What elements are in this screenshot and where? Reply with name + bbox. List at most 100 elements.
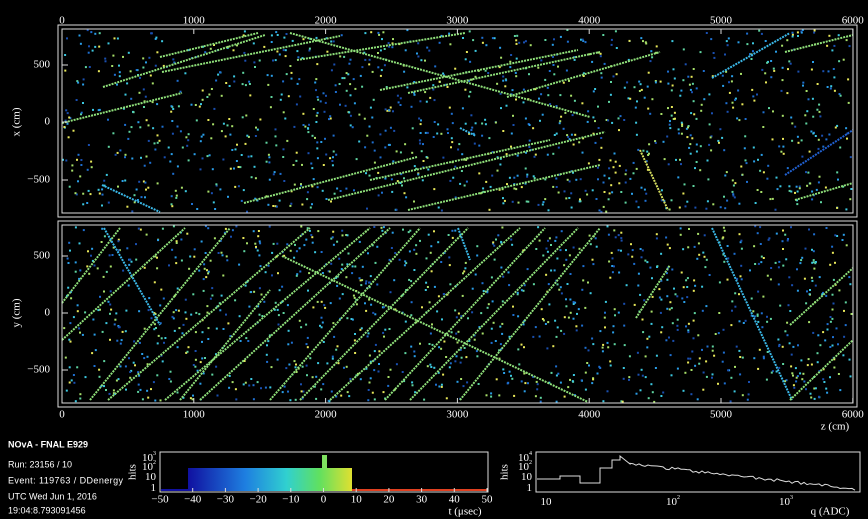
hit (798, 142, 800, 144)
hit (198, 313, 200, 315)
hit (352, 265, 354, 267)
hit (488, 137, 490, 139)
hit (324, 138, 326, 140)
hit (381, 69, 383, 71)
hit (85, 66, 87, 68)
hit (250, 378, 252, 380)
hit (474, 339, 476, 341)
hit (443, 293, 445, 295)
hit (259, 60, 261, 62)
hit (676, 325, 678, 327)
hit (388, 42, 390, 44)
hit (301, 164, 303, 166)
hit (192, 395, 194, 397)
hit (651, 98, 653, 100)
hit (288, 95, 290, 97)
hit (353, 295, 355, 297)
hit (259, 314, 261, 316)
hit (137, 371, 139, 373)
hit (713, 52, 715, 54)
hit (791, 122, 793, 124)
hit (642, 40, 644, 42)
hit (231, 125, 233, 127)
hit (802, 373, 804, 375)
hit (662, 392, 664, 394)
hit (261, 294, 263, 296)
hit (615, 236, 617, 238)
hit (532, 127, 534, 129)
hit (652, 391, 654, 393)
hit (813, 32, 815, 34)
hit (421, 150, 423, 152)
hit (586, 194, 588, 196)
hit (631, 193, 633, 195)
hit (157, 142, 159, 144)
hit (787, 68, 789, 70)
hit (704, 256, 706, 258)
hit (375, 262, 377, 264)
hit (757, 315, 759, 317)
hit (669, 209, 671, 211)
hit (821, 135, 823, 137)
hit (321, 317, 323, 319)
hit (485, 181, 487, 183)
hit (563, 264, 565, 266)
hit (532, 336, 534, 338)
hit (289, 399, 291, 401)
hit (125, 94, 127, 96)
hit (707, 178, 709, 180)
hit (640, 37, 642, 39)
hit (822, 70, 824, 72)
hit (464, 267, 466, 269)
hit (209, 154, 211, 156)
hit (812, 116, 814, 118)
tick-label: 1 (151, 482, 157, 494)
hit (646, 346, 648, 348)
hit (497, 234, 499, 236)
hit (353, 78, 355, 80)
hit (661, 326, 663, 328)
hit (280, 173, 282, 175)
hit (240, 340, 242, 342)
hit (267, 74, 269, 76)
hit (616, 73, 618, 75)
hit (228, 118, 230, 120)
hit (358, 114, 360, 116)
hit (405, 49, 407, 51)
hit (82, 193, 84, 195)
hit (283, 312, 285, 314)
hit (286, 243, 288, 245)
hit (597, 178, 599, 180)
hit (218, 252, 220, 254)
hit (834, 90, 836, 92)
hit (391, 191, 393, 193)
hit (145, 96, 147, 98)
hit (648, 72, 650, 74)
hit (416, 53, 418, 55)
hit (375, 344, 377, 346)
hit (548, 303, 550, 305)
hit (740, 265, 742, 267)
hit (726, 200, 728, 202)
hit (570, 273, 572, 275)
hit (171, 195, 173, 197)
hit (332, 358, 334, 360)
hit (603, 182, 605, 184)
hit (523, 41, 525, 43)
hit (681, 133, 683, 135)
hit (604, 175, 606, 177)
hit (326, 51, 328, 53)
hit (346, 72, 348, 74)
hit (673, 288, 675, 290)
hit (464, 89, 466, 91)
hit (230, 168, 232, 170)
hit (79, 269, 81, 271)
hit (694, 167, 696, 169)
hit (555, 178, 557, 180)
hit (284, 118, 286, 120)
hit (125, 330, 127, 332)
hit (602, 34, 604, 36)
hit (618, 249, 620, 251)
hit (765, 40, 767, 42)
hit (627, 253, 629, 255)
